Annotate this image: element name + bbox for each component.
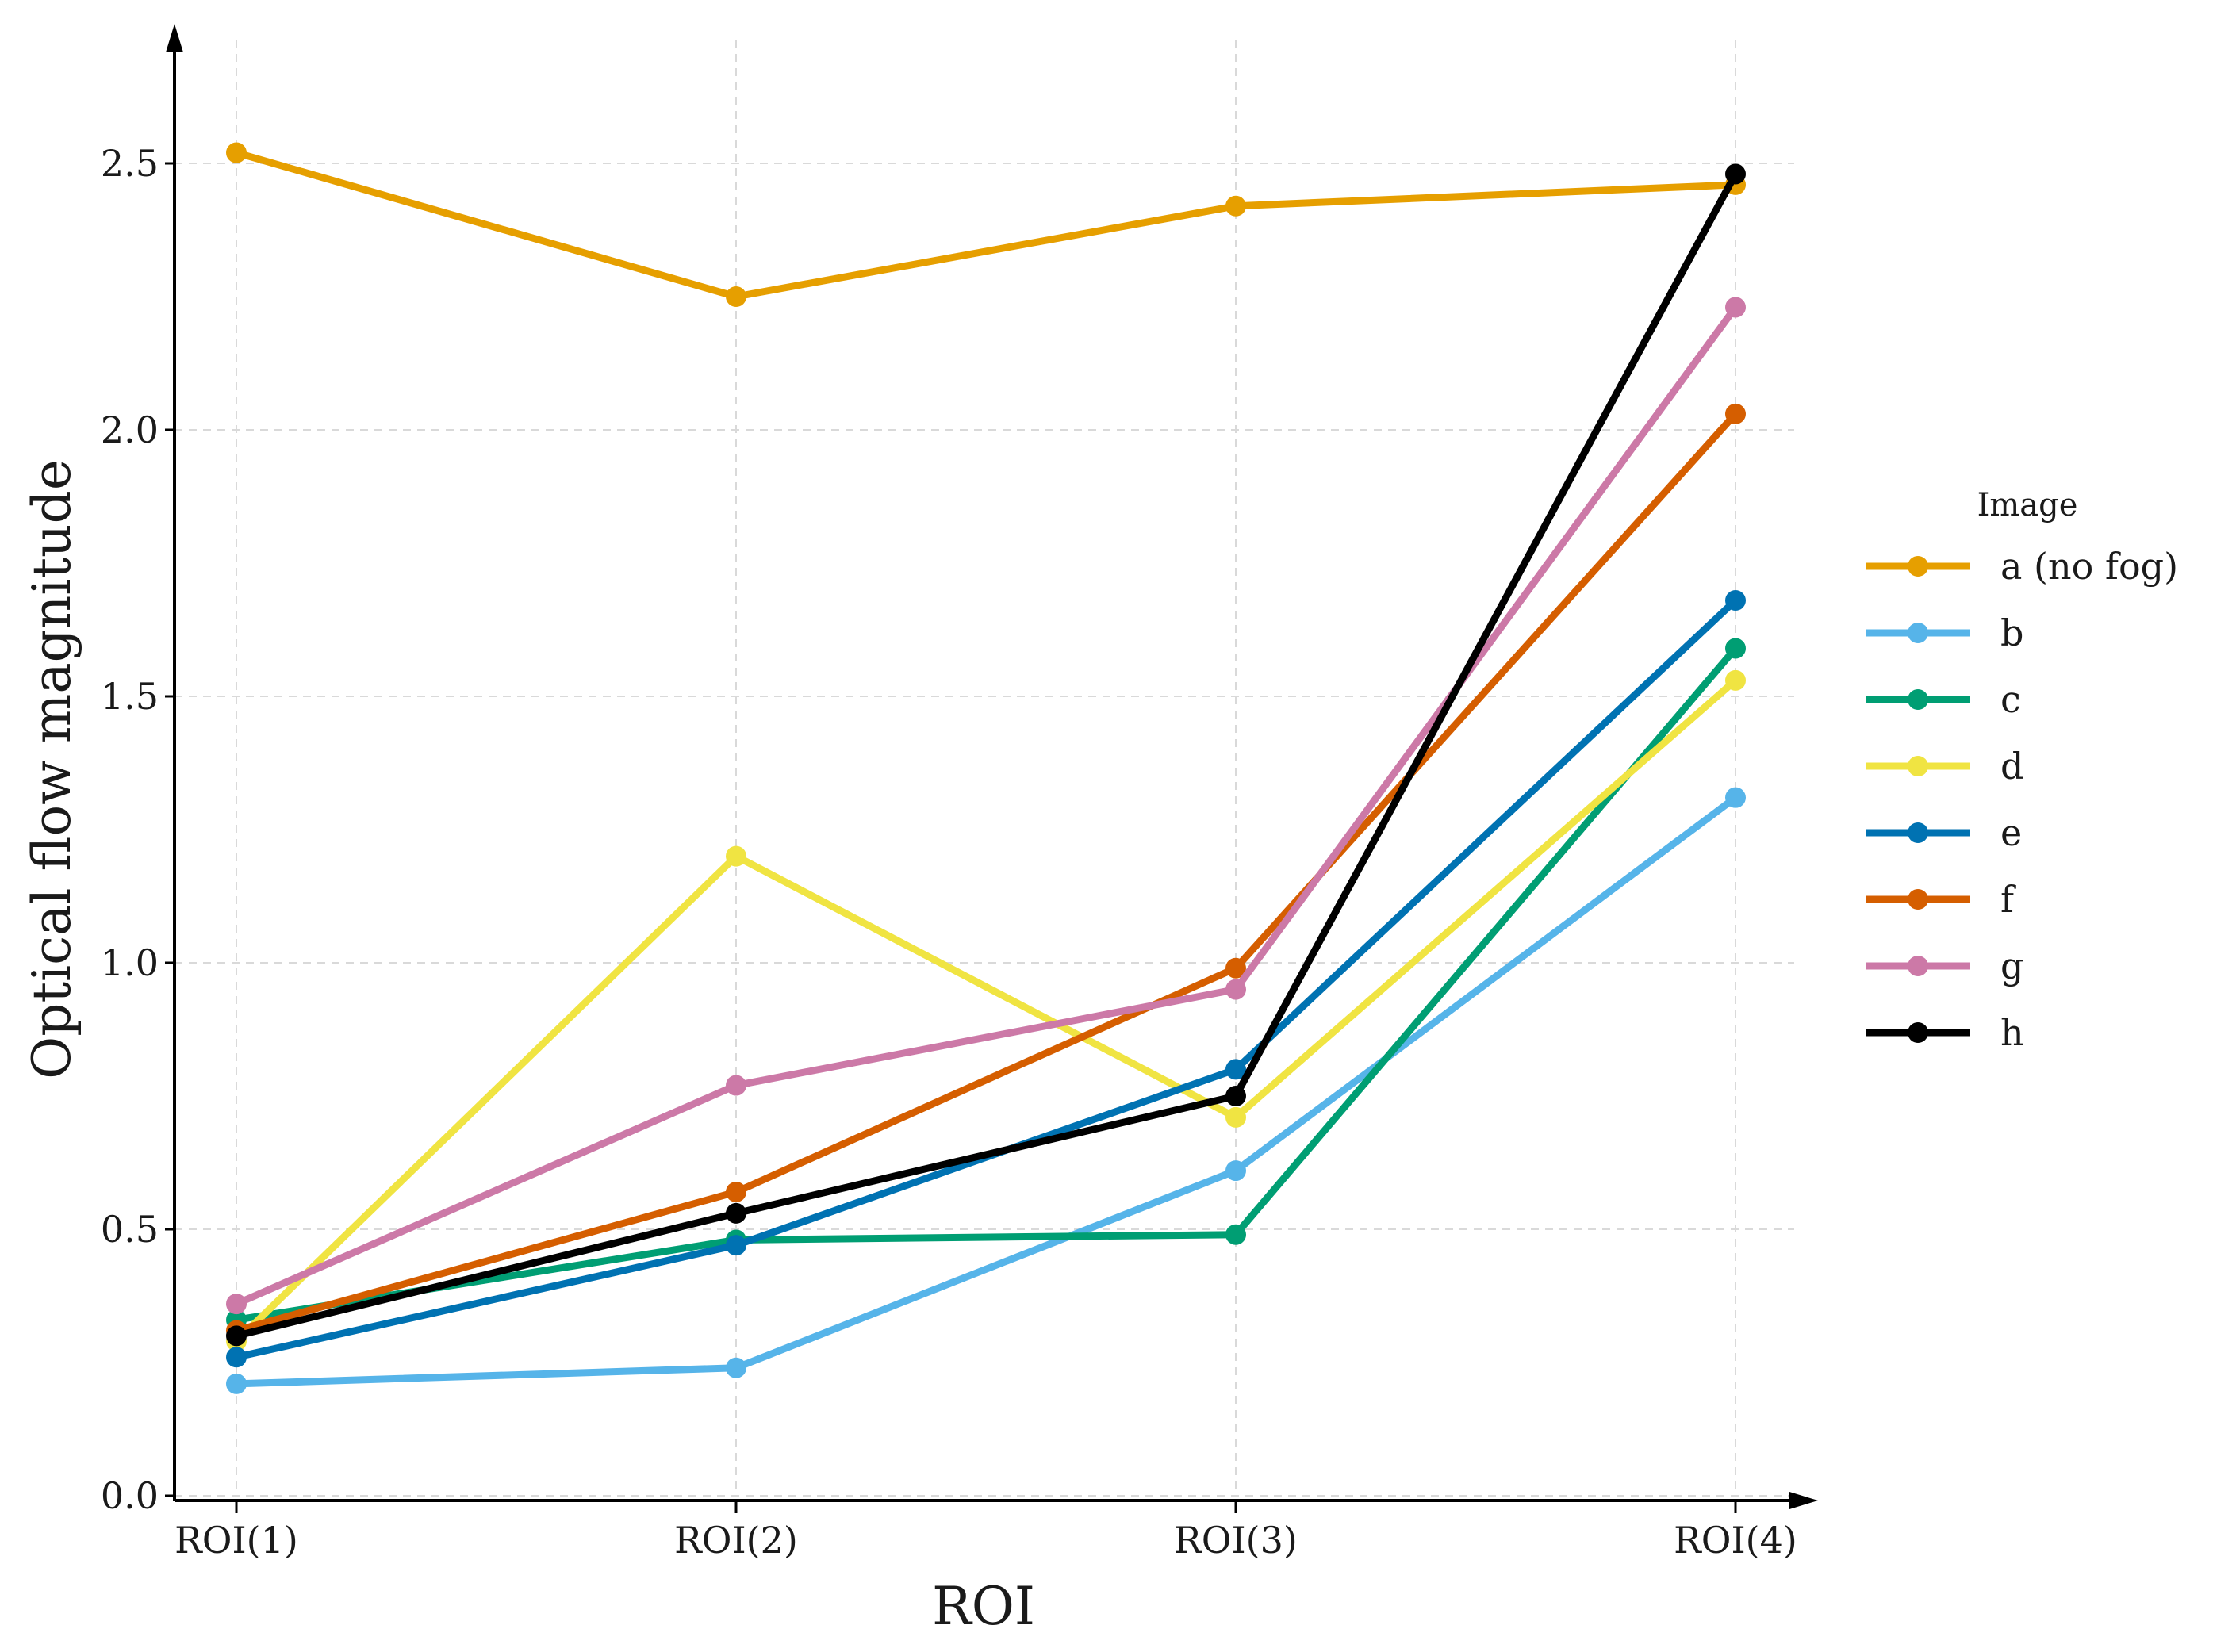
data-point bbox=[726, 1235, 746, 1256]
y-tick-label: 0.0 bbox=[101, 1474, 159, 1517]
legend-item: b bbox=[1866, 611, 2023, 654]
y-axis-title: Optical flow magnitude bbox=[21, 459, 82, 1079]
series-line bbox=[232, 645, 1739, 1324]
data-point bbox=[1225, 1086, 1246, 1106]
y-tick-label: 1.0 bbox=[101, 941, 159, 984]
legend-item: d bbox=[1866, 745, 2023, 788]
legend-label: g bbox=[2000, 945, 2023, 987]
data-point bbox=[1225, 979, 1246, 1000]
legend-label: d bbox=[2000, 745, 2023, 788]
legend-item: h bbox=[1866, 1011, 2024, 1054]
data-point bbox=[726, 1181, 746, 1202]
data-point bbox=[726, 286, 746, 307]
legend-item: e bbox=[1866, 811, 2022, 854]
legend-label: e bbox=[2000, 811, 2022, 854]
series-4 bbox=[226, 669, 1746, 1352]
series-line bbox=[232, 303, 1739, 1308]
x-tick-label: ROI(1) bbox=[175, 1519, 298, 1562]
legend-swatch-marker bbox=[1908, 556, 1928, 577]
data-point bbox=[1725, 163, 1746, 185]
data-point bbox=[1725, 297, 1746, 318]
series-line bbox=[232, 794, 1739, 1388]
y-tick-label: 2.5 bbox=[101, 142, 159, 185]
data-point bbox=[726, 1202, 746, 1224]
legend-item: g bbox=[1866, 945, 2023, 987]
legend-item: f bbox=[1866, 878, 2016, 921]
data-point bbox=[726, 1075, 746, 1096]
data-point bbox=[1225, 195, 1246, 217]
data-point bbox=[726, 1357, 746, 1378]
legend-title: Image bbox=[1977, 487, 2078, 523]
legend-swatch-marker bbox=[1908, 822, 1928, 843]
x-axis-title: ROI bbox=[932, 1576, 1035, 1637]
x-tick-label: ROI(4) bbox=[1674, 1519, 1797, 1562]
legend-label: b bbox=[2000, 611, 2023, 654]
series-line bbox=[232, 170, 1739, 1340]
x-axis-arrow bbox=[1789, 1492, 1818, 1509]
data-point bbox=[226, 142, 247, 163]
legend-swatch-marker bbox=[1908, 889, 1928, 910]
series-7 bbox=[226, 297, 1746, 1315]
grid-lines bbox=[175, 40, 1794, 1497]
y-tick-label: 2.0 bbox=[101, 408, 159, 451]
legend-item: c bbox=[1866, 678, 2021, 721]
data-point bbox=[226, 1347, 247, 1368]
y-axis-arrow bbox=[166, 24, 183, 52]
legend-label: f bbox=[2000, 878, 2016, 921]
series-line bbox=[232, 596, 1739, 1361]
series-2 bbox=[226, 787, 1746, 1394]
data-point bbox=[226, 1325, 247, 1347]
legend-label: h bbox=[2000, 1011, 2024, 1054]
data-point bbox=[226, 1373, 247, 1394]
legend-swatch-marker bbox=[1908, 623, 1928, 643]
legend-swatch-marker bbox=[1908, 1022, 1928, 1043]
legend-swatch-marker bbox=[1908, 956, 1928, 976]
tick-labels: 0.0 0.5 1.0 1.5 2.0 2.5 ROI(1) ROI(2) ROI(3) ROI(… bbox=[101, 142, 1797, 1562]
data-point bbox=[1225, 1106, 1246, 1128]
series-lines bbox=[226, 142, 1746, 1394]
legend-swatch-marker bbox=[1908, 756, 1928, 776]
x-tick-label: ROI(3) bbox=[1174, 1519, 1298, 1562]
data-point bbox=[226, 1294, 247, 1315]
series-1 bbox=[226, 142, 1746, 307]
data-point bbox=[1725, 638, 1746, 659]
legend-swatch-marker bbox=[1908, 689, 1928, 710]
y-tick-label: 1.5 bbox=[101, 675, 159, 718]
data-point bbox=[1225, 1160, 1246, 1182]
legend-item: a (no fog) bbox=[1866, 545, 2178, 588]
series-line bbox=[232, 410, 1739, 1335]
data-point bbox=[1725, 787, 1746, 808]
x-tick-label: ROI(2) bbox=[674, 1519, 798, 1562]
y-tick-label: 0.5 bbox=[101, 1208, 159, 1251]
data-point bbox=[1225, 1224, 1246, 1245]
data-point bbox=[1725, 669, 1746, 691]
legend-label: c bbox=[2000, 678, 2021, 721]
data-point bbox=[726, 845, 746, 867]
legend-label: a (no fog) bbox=[2000, 545, 2178, 588]
data-point bbox=[1225, 957, 1246, 979]
series-8 bbox=[226, 163, 1746, 1347]
axes bbox=[166, 24, 1818, 1509]
data-point bbox=[1725, 590, 1746, 611]
series-line bbox=[232, 677, 1739, 1345]
data-point bbox=[1725, 403, 1746, 424]
data-point bbox=[1225, 1059, 1246, 1080]
series-line bbox=[232, 149, 1739, 301]
series-5 bbox=[226, 590, 1746, 1368]
